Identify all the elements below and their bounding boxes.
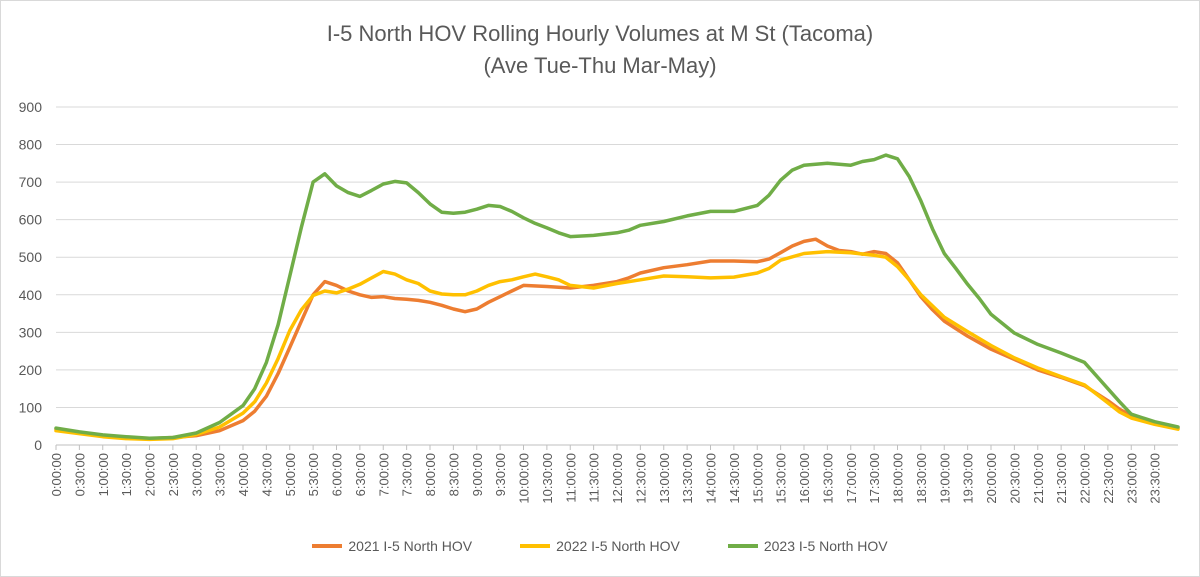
y-tick-label: 200 (19, 362, 43, 378)
legend-item-2021: 2021 I-5 North HOV (312, 538, 472, 554)
x-tick-label: 12:30:00 (633, 453, 648, 504)
x-tick-label: 22:30:00 (1101, 453, 1116, 504)
chart-title: I-5 North HOV Rolling Hourly Volumes at … (326, 21, 874, 46)
x-tick-label: 14:00:00 (704, 453, 719, 504)
x-tick-label: 21:00:00 (1031, 453, 1046, 504)
x-tick-label: 2:00:00 (143, 453, 158, 496)
x-tick-label: 21:30:00 (1054, 453, 1069, 504)
x-tick-label: 10:00:00 (517, 453, 532, 504)
x-tick-label: 4:00:00 (236, 453, 251, 496)
x-tick-label: 16:00:00 (797, 453, 812, 504)
x-tick-label: 2:30:00 (166, 453, 181, 496)
x-tick-label: 7:30:00 (400, 453, 415, 496)
x-tick-label: 5:30:00 (306, 453, 321, 496)
x-tick-label: 9:00:00 (470, 453, 485, 496)
legend-swatch-2022 (520, 544, 551, 548)
x-tick-label: 7:00:00 (376, 453, 391, 496)
y-tick-label: 300 (19, 324, 43, 340)
y-tick-label: 700 (19, 174, 43, 190)
legend-item-2022: 2022 I-5 North HOV (520, 538, 680, 554)
legend: 2021 I-5 North HOV 2022 I-5 North HOV 20… (0, 538, 1200, 554)
x-tick-label: 19:00:00 (937, 453, 952, 504)
x-tick-label: 13:00:00 (657, 453, 672, 504)
x-tick-label: 14:30:00 (727, 453, 742, 504)
y-tick-label: 900 (19, 99, 43, 115)
chart-title-block: I-5 North HOV Rolling Hourly Volumes at … (0, 18, 1200, 82)
x-tick-label: 1:30:00 (119, 453, 134, 496)
legend-label-2022: 2022 I-5 North HOV (556, 538, 680, 554)
x-tick-label: 8:30:00 (446, 453, 461, 496)
y-tick-label: 500 (19, 249, 43, 265)
x-tick-label: 0:00:00 (49, 453, 64, 496)
x-tick-label: 1:00:00 (96, 453, 111, 496)
x-tick-label: 6:00:00 (330, 453, 345, 496)
y-tick-label: 800 (19, 137, 43, 153)
y-tick-label: 0 (34, 437, 42, 453)
series-line-0 (54, 237, 1180, 441)
chart-subtitle: (Ave Tue-Thu Mar-May) (483, 53, 717, 78)
x-tick-label: 20:00:00 (984, 453, 999, 504)
legend-item-2023: 2023 I-5 North HOV (727, 538, 888, 554)
legend-label-2021: 2021 I-5 North HOV (348, 538, 473, 554)
x-tick-label: 4:30:00 (259, 453, 274, 496)
legend-label-2023: 2023 I-5 North HOV (763, 538, 888, 554)
x-tick-label: 13:30:00 (680, 453, 695, 504)
y-tick-label: 600 (19, 212, 43, 228)
x-tick-label: 18:00:00 (891, 453, 906, 504)
legend-swatch-2023 (727, 544, 758, 548)
x-tick-label: 17:00:00 (844, 453, 859, 504)
x-tick-label: 19:30:00 (961, 453, 976, 504)
x-tick-label: 10:30:00 (540, 453, 555, 504)
x-tick-label: 3:00:00 (189, 453, 204, 496)
y-tick-label: 100 (19, 399, 43, 415)
x-tick-label: 9:30:00 (493, 453, 508, 496)
x-tick-label: 6:30:00 (353, 453, 368, 496)
x-tick-label: 11:30:00 (587, 453, 602, 503)
x-tick-label: 8:00:00 (423, 453, 438, 496)
x-tick-label: 15:00:00 (750, 453, 765, 504)
x-tick-label: 16:30:00 (820, 453, 835, 504)
x-tick-label: 23:30:00 (1148, 453, 1163, 504)
legend-swatch-2021 (312, 544, 343, 548)
x-tick-label: 11:00:00 (563, 453, 578, 503)
x-tick-label: 22:00:00 (1078, 453, 1093, 504)
y-tick-label: 400 (19, 287, 43, 303)
x-tick-label: 0:30:00 (72, 453, 87, 496)
x-tick-label: 17:30:00 (867, 453, 882, 504)
x-tick-label: 5:00:00 (283, 453, 298, 496)
x-tick-label: 23:00:00 (1124, 453, 1139, 504)
series-line-1 (54, 249, 1180, 442)
x-tick-label: 20:30:00 (1007, 453, 1022, 504)
series-line-2 (54, 153, 1180, 440)
x-tick-label: 18:30:00 (914, 453, 929, 504)
x-tick-label: 15:30:00 (774, 453, 789, 504)
x-tick-label: 3:30:00 (213, 453, 228, 496)
x-tick-label: 12:00:00 (610, 453, 625, 504)
